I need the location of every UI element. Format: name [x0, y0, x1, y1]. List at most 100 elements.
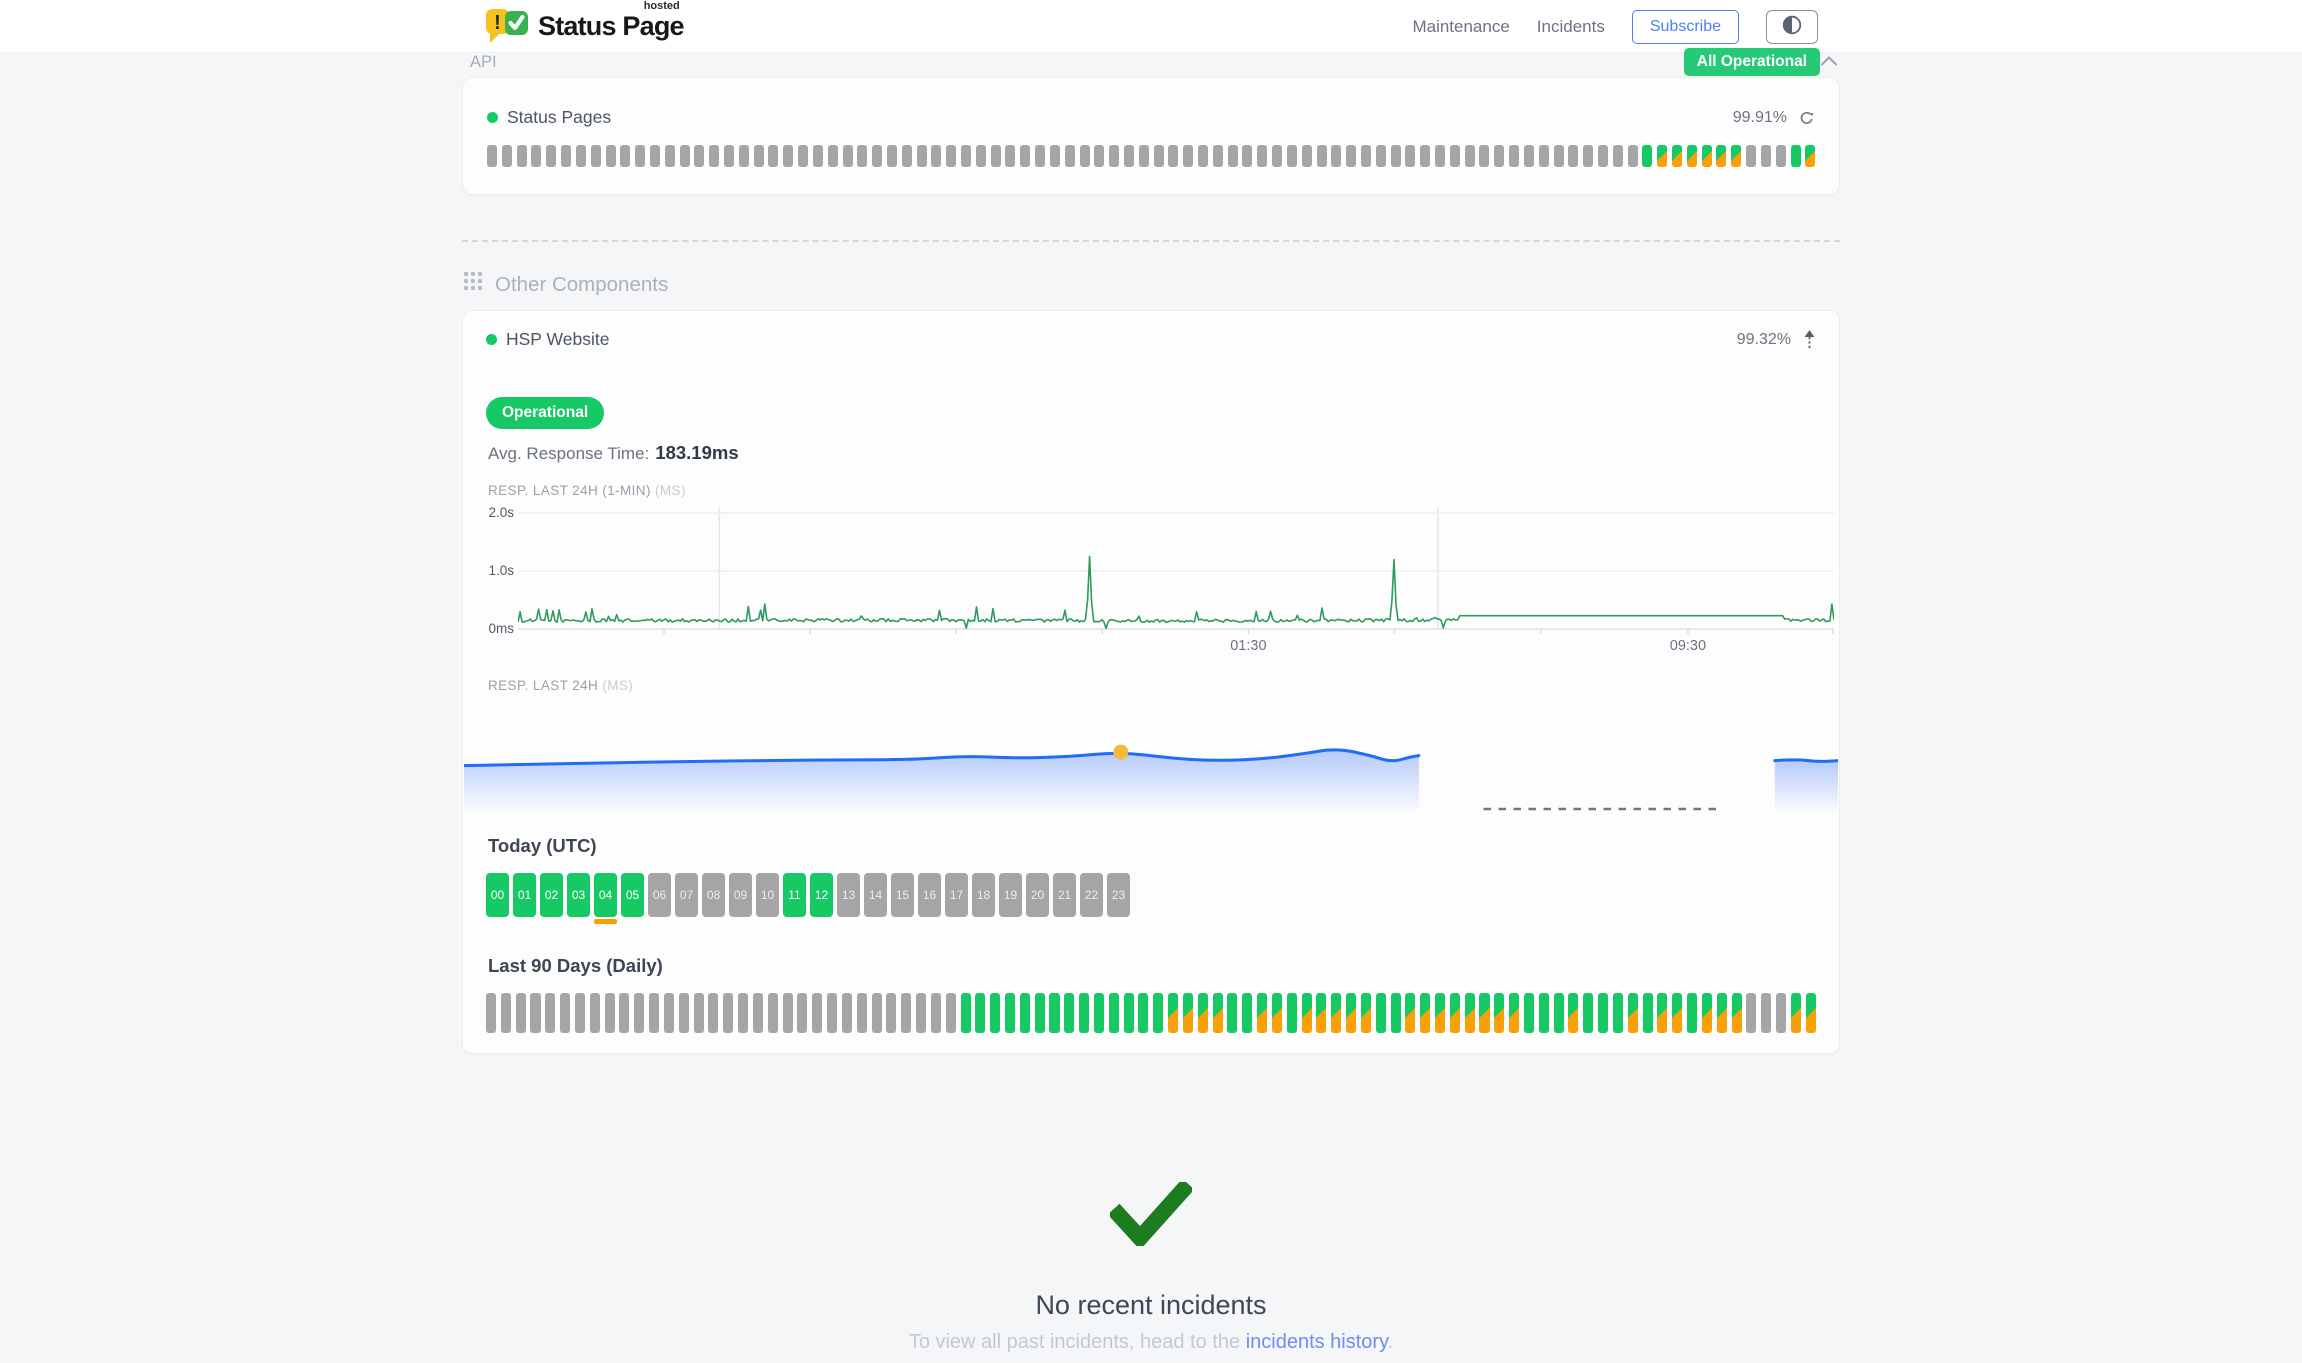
y-axis-label: 1.0s — [488, 563, 514, 578]
incidents-history-link[interactable]: incidents history — [1245, 1331, 1388, 1353]
uptime-bar-no-data — [1375, 145, 1386, 167]
hour-block-01: 01 — [513, 873, 536, 917]
uptime-bar-no-data — [560, 993, 571, 1033]
uptime-bar-no-data — [1746, 145, 1757, 167]
uptime-bar-operational — [1375, 993, 1386, 1033]
chevron-up-icon[interactable] — [1820, 53, 1838, 72]
theme-toggle-button[interactable] — [1766, 9, 1818, 44]
uptime-bar-no-data — [783, 145, 794, 167]
brand-icon: ! — [484, 2, 528, 51]
hour-block-14: 14 — [864, 873, 887, 917]
uptime-bar-partial-degradation — [1346, 993, 1357, 1033]
uptime-bar-no-data — [649, 993, 660, 1033]
status-pages-card: Status Pages 99.91% — [462, 77, 1840, 195]
brand-superscript: hosted — [643, 0, 680, 12]
hour-block-21: 21 — [1053, 873, 1076, 917]
nav-incidents[interactable]: Incidents — [1536, 16, 1605, 36]
uptime-bar-no-data — [1153, 145, 1164, 167]
uptime-bar-no-data — [1405, 145, 1416, 167]
uptime-bar-operational — [1612, 993, 1623, 1033]
today-utc-title: Today (UTC) — [488, 835, 597, 856]
uptime-bar-no-data — [738, 993, 749, 1033]
incidents-subtitle: To view all past incidents, head to the … — [908, 1331, 1394, 1353]
uptime-bar-no-data — [1123, 145, 1134, 167]
uptime-bar-no-data — [945, 993, 956, 1033]
refresh-icon[interactable] — [1799, 110, 1815, 126]
uptime-bar-operational — [1108, 993, 1119, 1033]
uptime-bar-no-data — [901, 145, 912, 167]
uptime-bar-no-data — [841, 993, 852, 1033]
uptime-bar-partial-degradation — [1271, 993, 1282, 1033]
uptime-bar-no-data — [1138, 145, 1149, 167]
uptime-bar-no-data — [1079, 145, 1090, 167]
uptime-bar-no-data — [649, 145, 660, 167]
arrow-up-dashed-icon[interactable] — [1803, 329, 1816, 350]
uptime-bar-operational — [1019, 993, 1030, 1033]
uptime-bar-no-data — [1597, 145, 1608, 167]
uptime-bar-partial-degradation — [1701, 993, 1712, 1033]
avg-response-label: Avg. Response Time: — [488, 444, 650, 463]
response-time-line-chart[interactable]: 2.0s 1.0s 0ms 01:30 09:30 — [486, 505, 1834, 659]
hour-block-07: 07 — [675, 873, 698, 917]
uptime-bar-operational — [1064, 993, 1075, 1033]
uptime-bar-no-data — [931, 145, 942, 167]
y-axis-label: 0ms — [488, 621, 514, 636]
component-name: Status Pages — [507, 107, 612, 127]
uptime-bar-operational — [1034, 993, 1045, 1033]
uptime-bar-no-data — [709, 145, 720, 167]
section-divider — [462, 240, 1840, 242]
uptime-bar-partial-degradation — [1672, 145, 1683, 167]
uptime-bar-no-data — [1538, 145, 1549, 167]
subscribe-button[interactable]: Subscribe — [1631, 9, 1739, 44]
component-row: Status Pages 99.91% — [487, 107, 1815, 128]
hour-block-16: 16 — [918, 873, 941, 917]
uptime-bar-partial-degradation — [1701, 145, 1712, 167]
uptime-bar-no-data — [857, 145, 868, 167]
hour-block-13: 13 — [837, 873, 860, 917]
status-dot-green — [487, 112, 498, 123]
avg-response-value: 183.19ms — [655, 442, 739, 463]
chart2-label: RESP. LAST 24H (MS) — [488, 678, 634, 693]
component-row: HSP Website 99.32% — [486, 329, 1816, 350]
uptime-bar-no-data — [782, 993, 793, 1033]
header-nav: Maintenance Incidents Subscribe — [1412, 9, 1818, 44]
uptime-bar-no-data — [546, 145, 557, 167]
response-time-area-chart[interactable] — [462, 715, 1840, 820]
uptime-bar-operational — [1687, 993, 1698, 1033]
nav-maintenance[interactable]: Maintenance — [1412, 16, 1510, 36]
uptime-bar-no-data — [812, 145, 823, 167]
uptime-bar-no-data — [753, 145, 764, 167]
component-name: HSP Website — [506, 329, 610, 349]
hour-block-20: 20 — [1026, 873, 1049, 917]
chart2-unit: (MS) — [602, 678, 634, 693]
uptime-bar-no-data — [1346, 145, 1357, 167]
uptime-bar-no-data — [634, 993, 645, 1033]
uptime-bar-no-data — [664, 145, 675, 167]
other-components-header: Other Components — [462, 272, 1840, 297]
hour-block-08: 08 — [702, 873, 725, 917]
uptime-bar-operational — [1286, 993, 1297, 1033]
y-axis-label: 2.0s — [488, 505, 514, 520]
uptime-bar-no-data — [990, 145, 1001, 167]
uptime-bar-no-data — [797, 993, 808, 1033]
uptime-bar-no-data — [590, 145, 601, 167]
uptime-bar-operational — [1390, 993, 1401, 1033]
uptime-bar-partial-degradation — [1257, 993, 1268, 1033]
uptime-bar-partial-degradation — [1197, 993, 1208, 1033]
uptime-bar-no-data — [1168, 145, 1179, 167]
uptime-bar-no-data — [768, 145, 779, 167]
uptime-bar-no-data — [1109, 145, 1120, 167]
uptime-bar-no-data — [1420, 145, 1431, 167]
uptime-bar-operational — [1049, 993, 1060, 1033]
uptime-bar-operational — [1642, 145, 1653, 167]
uptime-bar-no-data — [916, 145, 927, 167]
uptime-bar-no-data — [516, 145, 527, 167]
status-dot-green — [486, 334, 497, 345]
uptime-bar-no-data — [561, 145, 572, 167]
uptime-bar-partial-degradation — [1301, 993, 1312, 1033]
uptime-percentage: 99.32% — [1736, 330, 1791, 348]
uptime-bar-partial-degradation — [1716, 993, 1727, 1033]
brand-logo[interactable]: ! hosted Status Page — [484, 0, 685, 51]
uptime-bar-no-data — [724, 145, 735, 167]
hour-block-02: 02 — [540, 873, 563, 917]
